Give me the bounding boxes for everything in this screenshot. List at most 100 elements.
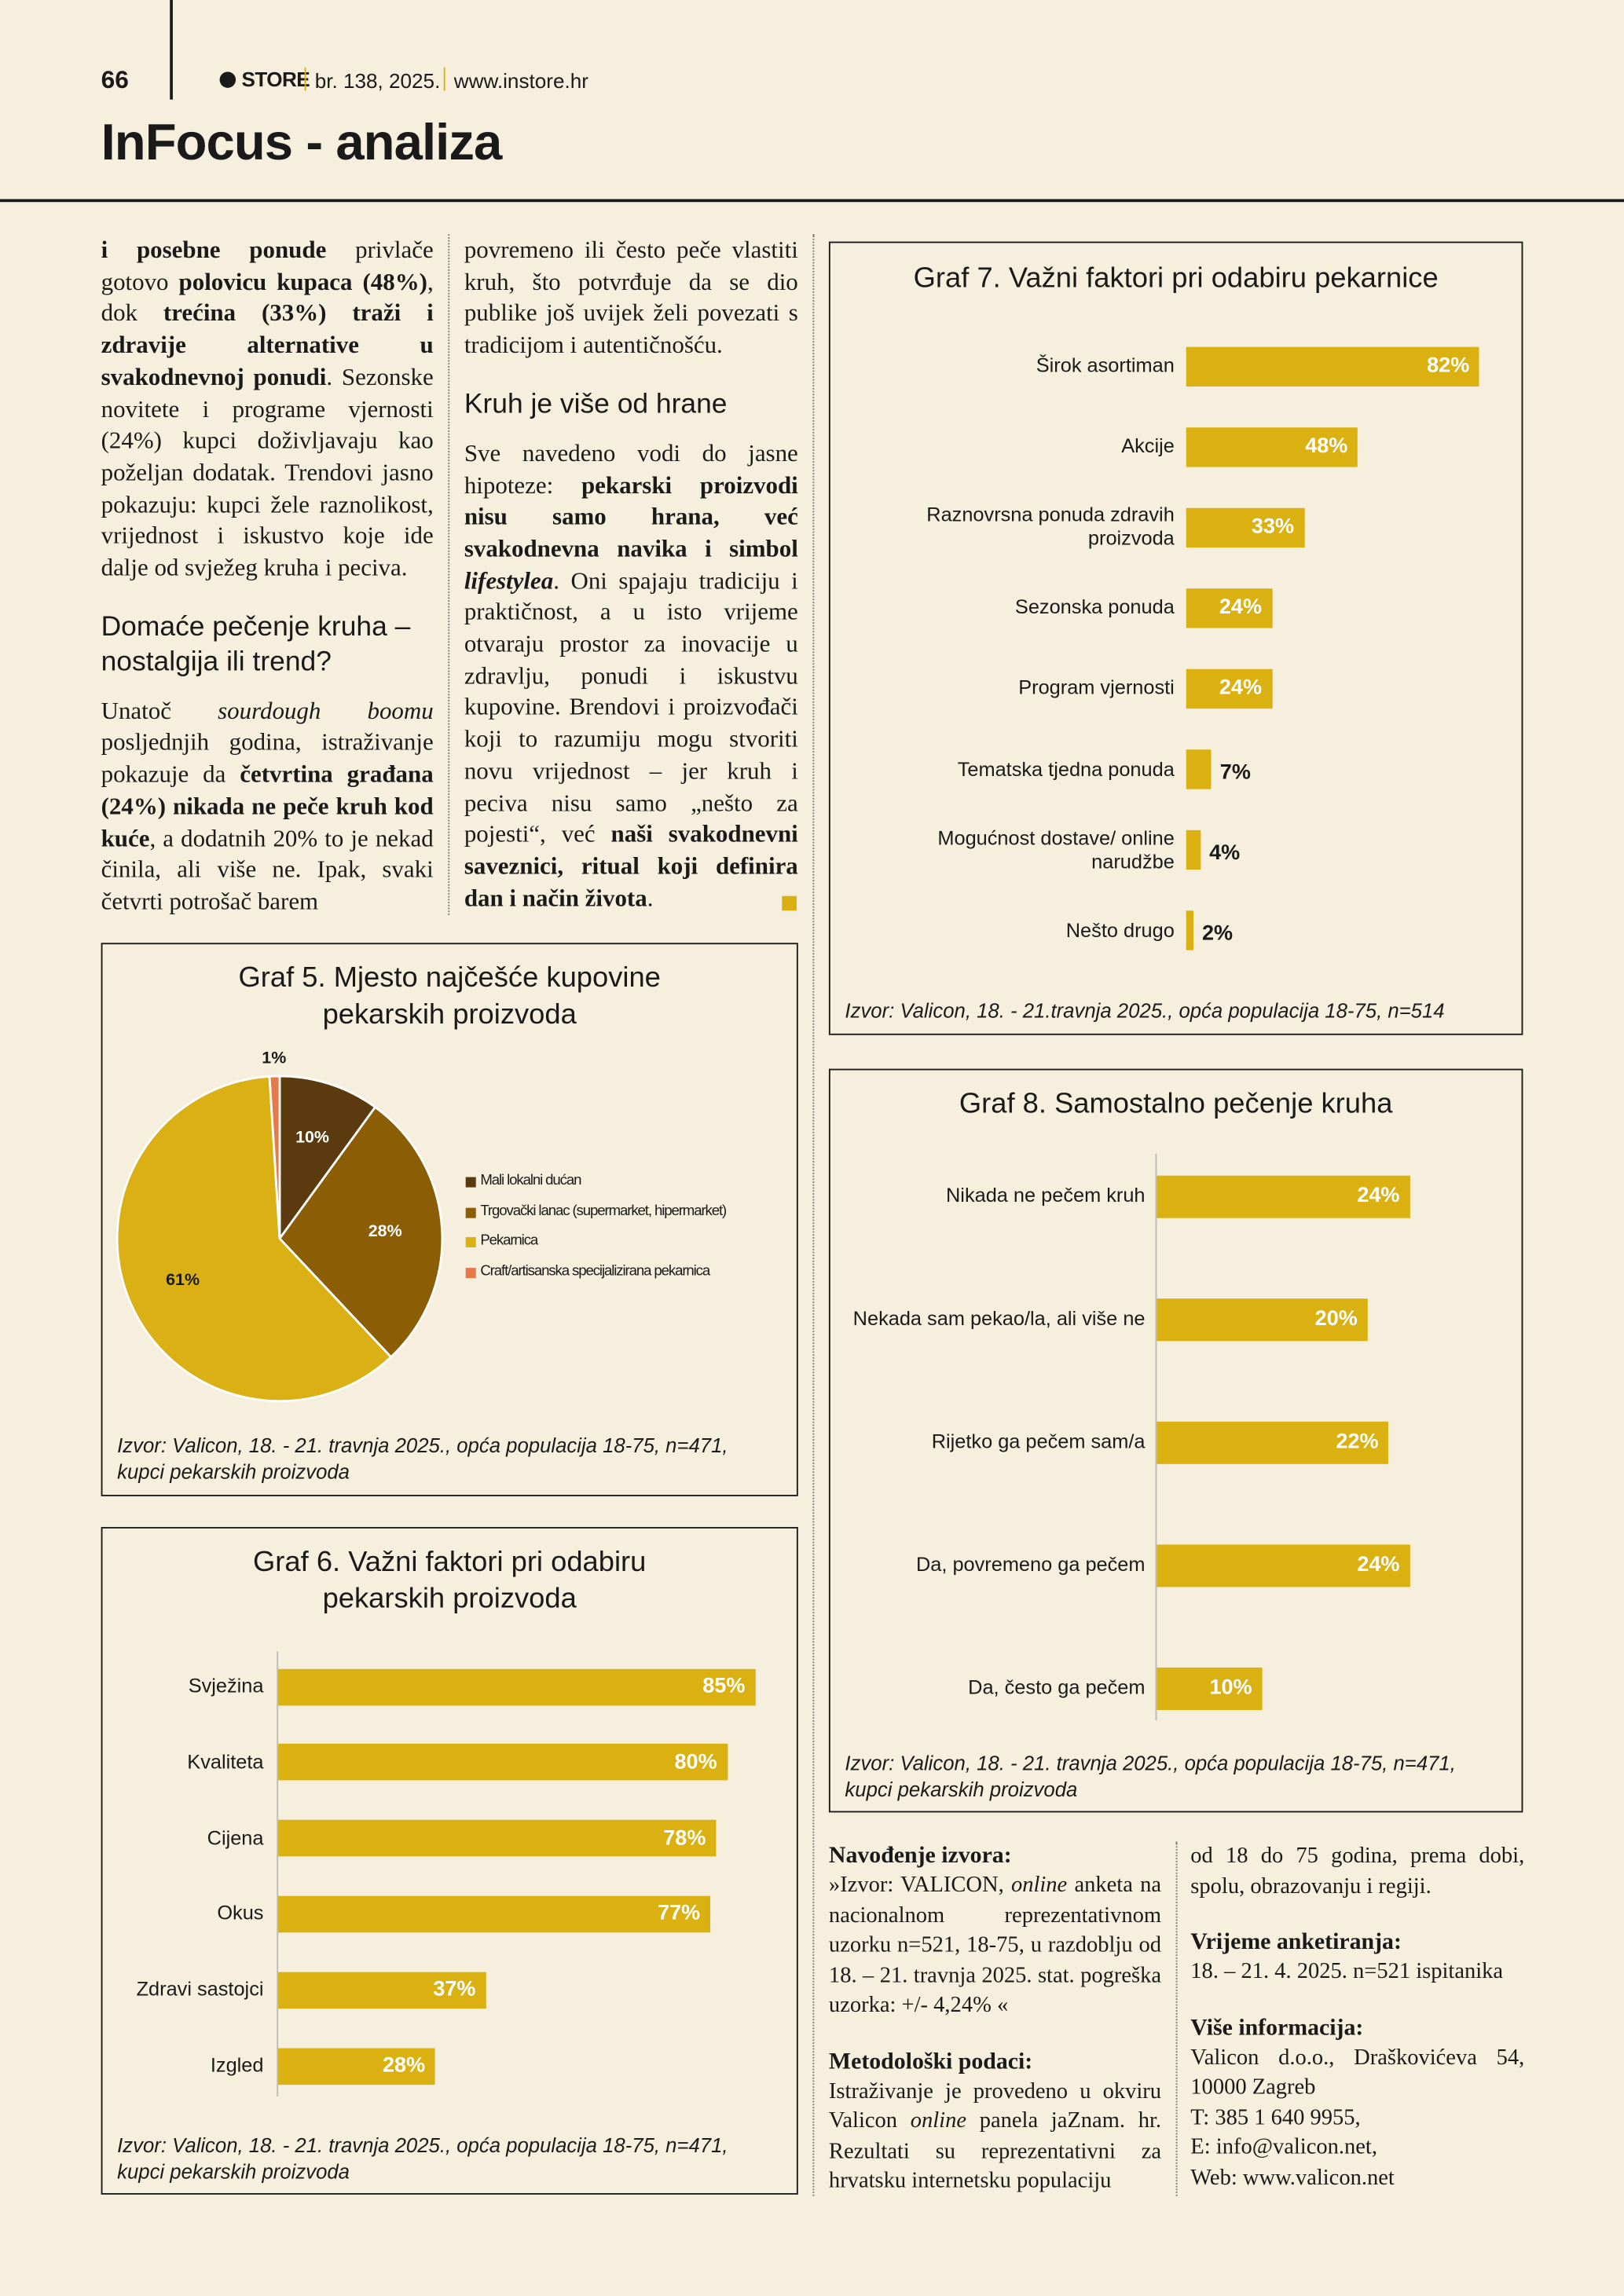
heading: Više informacija:	[1190, 2015, 1364, 2041]
bar	[1186, 507, 1305, 547]
value-label: 24%	[1219, 676, 1262, 701]
bar	[1186, 910, 1193, 950]
category-label: Raznovrsna ponuda zdravih proizvoda	[926, 504, 1175, 550]
text-run: pekarski proizvodi nisu samo hrana, već …	[464, 471, 798, 562]
text-run: »Izvor: VALICON,	[828, 1872, 1011, 1898]
bar	[278, 1819, 717, 1857]
text-run: , dok	[101, 267, 434, 328]
source-column: Navođenje izvora: »Izvor: VALICON, online…	[829, 1842, 1161, 2197]
category-label: Da, često ga pečem	[968, 1676, 1146, 1699]
text-run: anketa na nacionalnom reprezentativnom u…	[828, 1872, 1162, 2018]
value-label: 80%	[674, 1750, 717, 1774]
heading: Navođenje izvora:	[828, 1843, 1012, 1869]
bar	[278, 1972, 486, 2009]
paragraph: povremeno ili često peče vlastiti kruh, …	[464, 234, 798, 361]
separator	[443, 67, 445, 91]
value-label: 37%	[433, 1978, 476, 2002]
text-run: trećina (33%) traži i zdravije alternati…	[101, 298, 434, 391]
bar	[1186, 668, 1273, 709]
category-label: Program vjernosti	[1018, 676, 1175, 699]
paragraph: E: info@valicon.net,	[1190, 2133, 1524, 2163]
column-separator	[812, 234, 815, 2196]
text-run: posljednjih godina, istraživanje pokazuj…	[101, 728, 434, 789]
paragraph: 18. – 21. 4. 2025. n=521 ispitanika	[1190, 1957, 1524, 1987]
bar	[1157, 1543, 1410, 1587]
category-label: Cijena	[207, 1826, 264, 1849]
article-column: i posebne ponude privlače gotovo polovic…	[101, 234, 434, 929]
text-run: T: 385 1 640 9955,	[1190, 2104, 1361, 2129]
text-run: online	[1010, 1872, 1068, 1898]
paragraph: »Izvor: VALICON, online anketa na nacion…	[829, 1871, 1161, 2021]
value-label: 24%	[1357, 1553, 1400, 1577]
value-label: 48%	[1305, 434, 1348, 459]
logo-text: STORE	[241, 67, 310, 91]
bar	[1157, 1666, 1263, 1710]
section-title: InFocus - analiza	[101, 114, 503, 172]
bar	[1186, 829, 1201, 870]
heading: Domaće pečenje kruha – nostalgija ili tr…	[101, 611, 411, 678]
category-label: Izgled	[210, 2053, 264, 2076]
category-label: Nekada sam pekao/la, ali više ne	[852, 1307, 1146, 1330]
bar	[278, 1744, 728, 1781]
value-label: 4%	[1209, 840, 1241, 865]
legend-swatch	[465, 1177, 476, 1188]
url: www.instore.hr	[453, 68, 588, 93]
text-run: , a dodatnih 20% to je nekad činila, ali…	[101, 823, 434, 915]
category-label: Sezonska ponuda	[1014, 596, 1175, 619]
header-rule	[170, 0, 173, 100]
category-label: Nešto drugo	[1065, 918, 1175, 941]
paragraph: i posebne ponude privlače gotovo polovic…	[101, 234, 434, 584]
bar	[1157, 1420, 1389, 1463]
value-label: 33%	[1251, 515, 1294, 540]
text-run: od 18 do 75 godina, prema dobi, spolu, o…	[1190, 1843, 1525, 1899]
value-label: 20%	[1314, 1307, 1358, 1331]
text-run: Valicon d.o.o., Draškovićeva 54, 10000 Z…	[1190, 2044, 1525, 2100]
legend-label: Craft/artisanska specijalizirana pekarni…	[480, 1262, 710, 1280]
value-label: 2%	[1201, 921, 1234, 946]
chart-box	[828, 1068, 1523, 1813]
text-run: Istraživanje je provedeno u okviru Valic…	[828, 2078, 1162, 2133]
value-label: 85%	[702, 1675, 746, 1699]
text-run: . Sezonske novitete i programe vjernosti…	[101, 362, 434, 582]
paragraph: Web: www.valicon.net	[1190, 2163, 1524, 2193]
paragraph: Istraživanje je provedeno u okviru Valic…	[829, 2077, 1161, 2197]
bar	[1157, 1174, 1410, 1218]
heading: Metodološki podaci:	[828, 2049, 1033, 2074]
issue: br. 138, 2025.	[314, 68, 441, 93]
value-label: 10%	[1209, 1676, 1252, 1700]
logo-mark	[219, 71, 236, 88]
column-separator	[1175, 1841, 1178, 2196]
category-label: Svježina	[188, 1675, 264, 1697]
chart-source: Izvor: Valicon, 18. - 21.travnja 2025., …	[845, 1000, 1445, 1022]
chart-source: Izvor: Valicon, 18. - 21. travnja 2025.,…	[117, 2134, 728, 2183]
legend-label: Mali lokalni dućan	[480, 1172, 581, 1189]
value-label: 22%	[1336, 1430, 1379, 1454]
bar	[278, 2047, 436, 2085]
bar	[1186, 427, 1358, 467]
axis-line	[277, 1651, 279, 2097]
bar	[278, 1668, 756, 1705]
paragraph: Unatoč sourdough boomu posljednjih godin…	[101, 695, 434, 917]
text-run: sourdough boomu	[218, 696, 434, 725]
chart-title: Graf 7. Važni faktori pri odabiru pekarn…	[913, 262, 1439, 295]
category-label: Da, povremeno ga pečem	[915, 1553, 1146, 1576]
value-label: 24%	[1357, 1184, 1400, 1208]
value-label: 28%	[383, 2053, 426, 2078]
value-label: 24%	[1219, 596, 1262, 620]
legend-label: Trgovački lanac (supermarket, hipermarke…	[480, 1203, 727, 1219]
value-label: 78%	[663, 1826, 706, 1851]
text-run: lifestylea	[464, 566, 554, 595]
text-run: 18. – 21. 4. 2025. n=521 ispitanika	[1190, 1958, 1504, 1984]
article-column: povremeno ili često peče vlastiti kruh, …	[464, 234, 798, 925]
header-line	[0, 199, 1624, 203]
chart-box	[101, 1526, 798, 2195]
bar	[1186, 588, 1273, 628]
heading: Kruh je više od hrane	[464, 389, 728, 420]
text-run: .	[647, 884, 654, 912]
value-label: 7%	[1219, 760, 1251, 785]
text-run: E: info@valicon.net,	[1190, 2134, 1377, 2160]
text-run: povremeno ili često peče vlastiti kruh, …	[464, 236, 798, 359]
legend-swatch	[465, 1207, 476, 1218]
bar	[1157, 1298, 1368, 1341]
